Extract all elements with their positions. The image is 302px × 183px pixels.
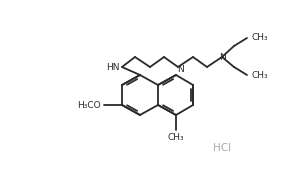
Text: HCl: HCl — [213, 143, 231, 153]
Text: N: N — [177, 65, 184, 74]
Text: CH₃: CH₃ — [168, 134, 184, 143]
Text: CH₃: CH₃ — [252, 33, 268, 42]
Text: HN: HN — [107, 64, 120, 72]
Text: H₃CO: H₃CO — [77, 100, 101, 109]
Text: N: N — [219, 53, 225, 61]
Text: CH₃: CH₃ — [252, 70, 268, 79]
